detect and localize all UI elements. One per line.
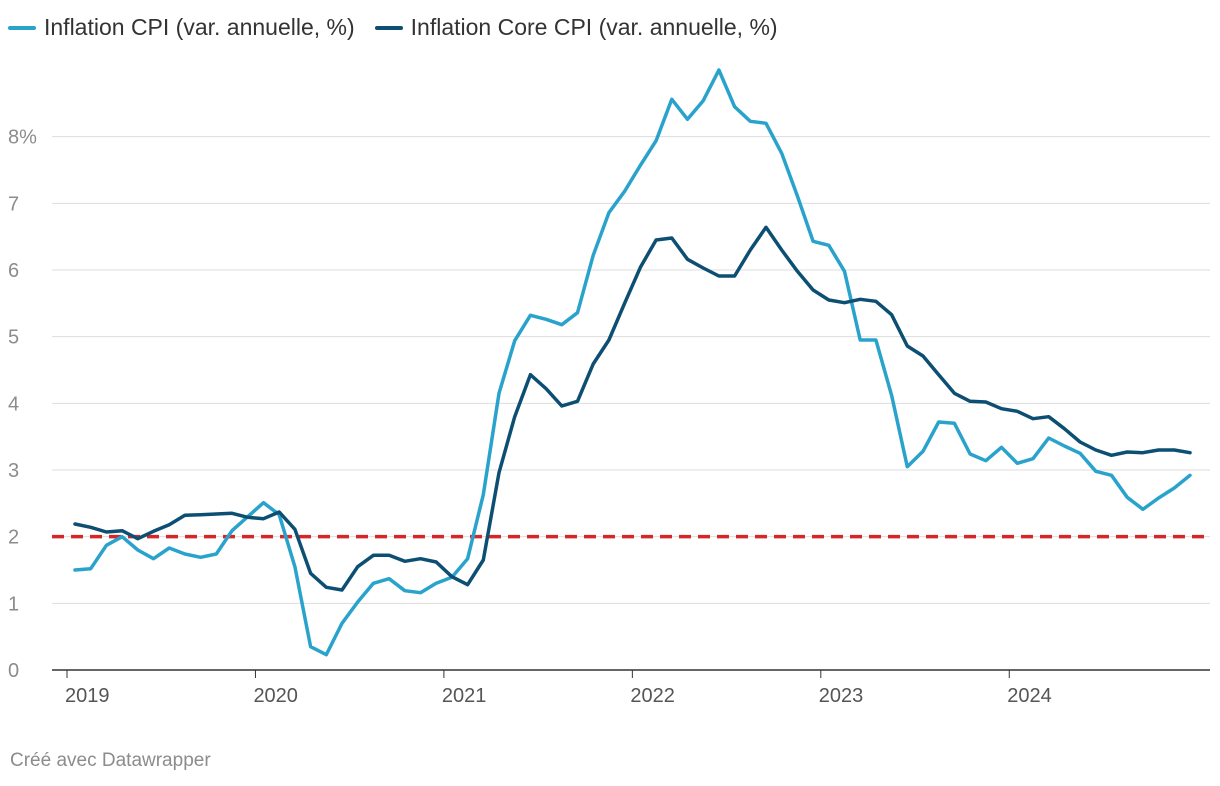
chart-legend: Inflation CPI (var. annuelle, %) Inflati… (8, 14, 778, 41)
x-tick-label-2022: 2022 (630, 685, 675, 707)
y-tick-label-5: 5 (8, 327, 19, 349)
y-tick-label-6: 6 (8, 260, 19, 282)
x-tick-label-2023: 2023 (819, 685, 864, 707)
series-line-cpi (73, 68, 1192, 657)
y-tick-label-0: 0 (8, 660, 19, 682)
y-tick-label-8: 8% (8, 127, 37, 149)
legend-swatch-cpi (8, 25, 36, 30)
x-tick-label-2024: 2024 (1007, 685, 1052, 707)
footer-credit: Créé avec Datawrapper (10, 750, 211, 771)
legend-label-core-cpi: Inflation Core CPI (var. annuelle, %) (410, 14, 778, 40)
y-tick-label-7: 7 (8, 193, 19, 215)
y-tick-label-4: 4 (8, 393, 19, 415)
y-tick-label-2: 2 (8, 527, 19, 549)
x-tick-label-2020: 2020 (253, 685, 297, 707)
y-tick-label-3: 3 (8, 460, 19, 482)
series-line-core-cpi (73, 225, 1192, 592)
legend-swatch-core-cpi (374, 25, 403, 30)
legend-item-core-cpi: Inflation Core CPI (var. annuelle, %) (374, 14, 778, 41)
x-tick-label-2019: 2019 (65, 685, 110, 707)
legend-label-cpi: Inflation CPI (var. annuelle, %) (44, 14, 355, 40)
legend-item-cpi: Inflation CPI (var. annuelle, %) (8, 14, 355, 41)
x-tick-label-2021: 2021 (442, 685, 487, 707)
y-tick-label-1: 1 (8, 593, 19, 615)
